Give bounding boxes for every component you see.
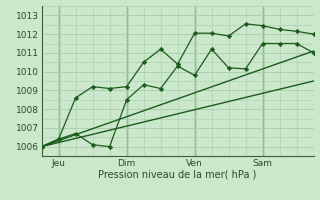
X-axis label: Pression niveau de la mer( hPa ): Pression niveau de la mer( hPa ) [99,169,257,179]
